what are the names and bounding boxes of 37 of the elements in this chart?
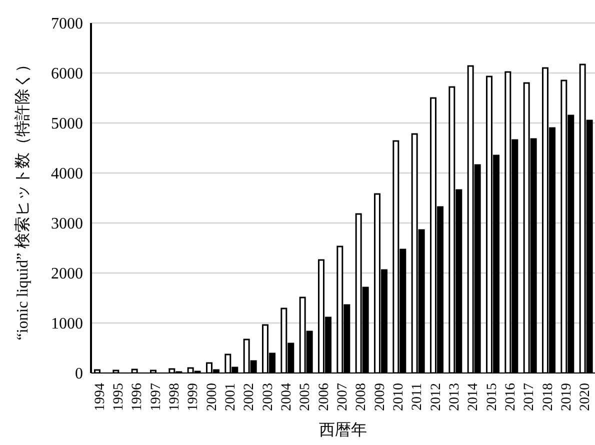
y-axis-title: “ionic liquid” 検索ヒット数（特許除く） (13, 56, 32, 340)
x-tick-label: 1999 (186, 383, 202, 411)
y-tick-label: 3000 (51, 216, 83, 233)
x-tick-label: 2000 (204, 383, 220, 411)
x-tick-label: 2014 (466, 383, 482, 411)
y-tick-label: 0 (75, 366, 83, 383)
y-tick-label: 1000 (51, 316, 83, 333)
x-axis-title: 西暦年 (318, 421, 368, 441)
x-tick-label: 2002 (242, 383, 258, 411)
x-tick-label: 2009 (372, 383, 388, 411)
x-tick-label: 2017 (522, 383, 538, 411)
x-tick-label: 1995 (112, 383, 126, 411)
x-tick-label: 2004 (280, 383, 294, 411)
x-tick-label: 2008 (354, 383, 370, 411)
x-tick-label: 2016 (504, 383, 518, 411)
x-tick-label: 2019 (560, 383, 574, 411)
y-tick-label: 2000 (51, 266, 83, 283)
x-tick-label: 2018 (540, 383, 556, 411)
x-tick-label: 1998 (168, 383, 182, 411)
x-tick-label: 1994 (92, 383, 108, 411)
x-tick-label: 2005 (298, 383, 314, 411)
x-tick-label: 2006 (316, 383, 332, 411)
y-tick-label: 4000 (51, 166, 83, 183)
x-tick-label: 2011 (410, 383, 426, 410)
x-tick-label: 2010 (392, 383, 406, 411)
x-tick-label: 2020 (578, 383, 594, 411)
x-tick-label: 2003 (260, 383, 276, 411)
x-tick-label: 2015 (484, 383, 500, 411)
x-tick-label: 2012 (428, 383, 444, 411)
y-tick-label: 6000 (51, 66, 83, 83)
x-tick-label: 1996 (130, 383, 146, 411)
x-tick-label: 2013 (448, 383, 462, 411)
x-tick-label: 2001 (224, 383, 238, 411)
y-tick-label: 7000 (51, 16, 83, 33)
x-tick-label: 2007 (336, 383, 350, 411)
x-tick-label: 1997 (148, 383, 164, 411)
y-tick-label: 5000 (51, 116, 83, 133)
